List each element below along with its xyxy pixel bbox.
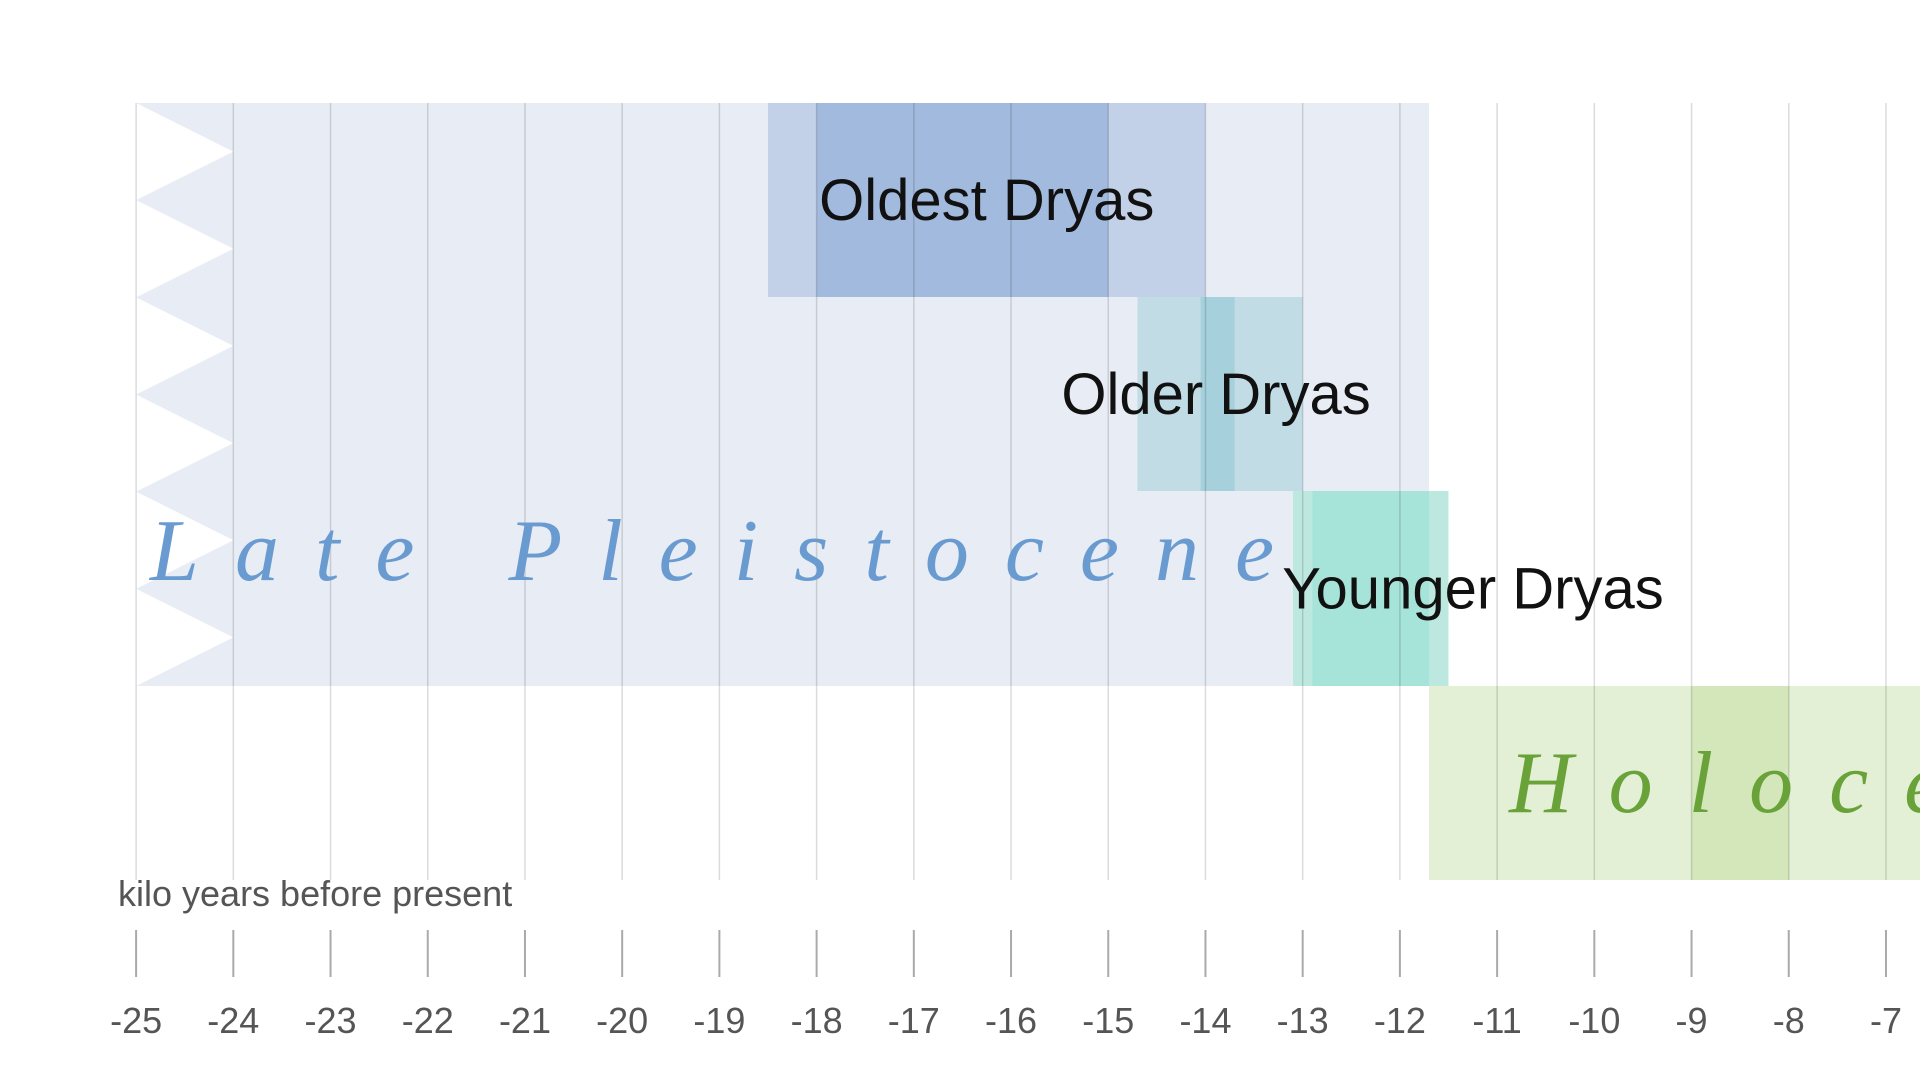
tick-label: -7	[1870, 1000, 1902, 1041]
tick-label: -8	[1773, 1000, 1805, 1041]
tick-label: -11	[1472, 1000, 1521, 1041]
period-label: Older Dryas	[1061, 362, 1370, 427]
era-block	[1429, 686, 1920, 880]
era-core	[1691, 686, 1789, 880]
period-core	[1312, 491, 1430, 686]
tick-label: -21	[499, 1000, 551, 1041]
axis: -25 -24 -23 -22 -21 -20 -19 -18 -17 -16 -15 -14 -13 -…	[110, 930, 1902, 1041]
tick-label: -12	[1374, 1000, 1426, 1041]
tick-label: -20	[596, 1000, 648, 1041]
tick-label: -13	[1277, 1000, 1329, 1041]
tick-label: -16	[985, 1000, 1037, 1041]
tick-label: -9	[1676, 1000, 1708, 1041]
tick-label: -23	[305, 1000, 357, 1041]
tick-label: -25	[110, 1000, 162, 1041]
tick-label: -14	[1179, 1000, 1231, 1041]
blocks	[136, 103, 1920, 880]
era-label: Holocene	[1508, 735, 1920, 832]
period-label: Younger Dryas	[1282, 557, 1664, 622]
tick-label: -19	[693, 1000, 745, 1041]
era-label: Late Pleistocene	[148, 503, 1310, 600]
period-label: Oldest Dryas	[819, 168, 1154, 233]
period-core	[1200, 297, 1235, 491]
tick-label: -17	[888, 1000, 940, 1041]
tick-label: -24	[207, 1000, 259, 1041]
tick-label: -15	[1082, 1000, 1134, 1041]
x-axis-label: kilo years before present	[118, 873, 512, 914]
tick-label: -10	[1568, 1000, 1620, 1041]
labels: Oldest Dryas Older Dryas Younger DryasLate…	[148, 168, 1920, 832]
tick-label: -22	[402, 1000, 454, 1041]
grid	[135, 103, 1887, 880]
tick-label: -18	[791, 1000, 843, 1041]
period-core	[816, 103, 1109, 297]
